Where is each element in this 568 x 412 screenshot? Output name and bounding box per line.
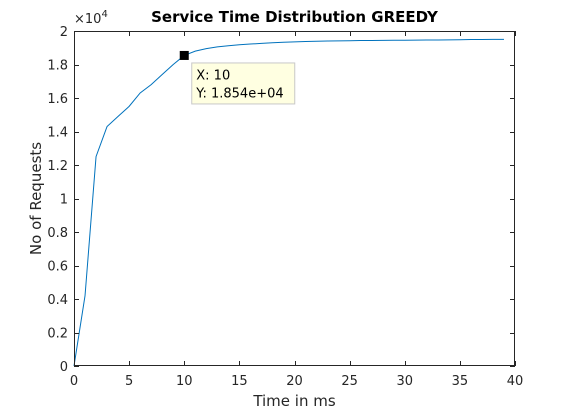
y-axis-exponent-power: 4 (101, 9, 107, 20)
chart-title: Service Time Distribution GREEDY (151, 8, 439, 26)
axes-box (74, 31, 515, 366)
y-axis: 0 0.2 0.4 0.6 0.8 1 1.2 1.4 1.6 1.8 2 (47, 25, 515, 375)
x-tick-label: 0 (70, 374, 78, 389)
x-tick-label: 5 (125, 374, 133, 389)
x-tick-label: 15 (231, 374, 248, 389)
y-tick-label: 1 (60, 193, 68, 208)
y-tick-label: 0.2 (47, 327, 68, 342)
datatip-y-text: Y: 1.854e+04 (195, 86, 283, 101)
y-axis-exponent: ×104 (74, 9, 108, 27)
y-tick-label: 0.6 (47, 260, 68, 275)
series-line[interactable] (73, 38, 504, 367)
y-tick-label: 1.8 (47, 59, 68, 74)
y-tick-label: 0.8 (47, 226, 68, 241)
y-tick-label: 0 (60, 360, 68, 375)
x-tick-label: 25 (341, 374, 358, 389)
x-tick-label: 35 (452, 374, 469, 389)
datatip[interactable]: X: 10 Y: 1.854e+04 (179, 50, 296, 105)
x-tick-label: 40 (507, 374, 524, 389)
y-tick-label: 1.6 (47, 92, 68, 107)
y-tick-label: 0.4 (47, 293, 68, 308)
y-axis-label: No of Requests (27, 142, 45, 255)
x-axis: 0 5 10 15 20 25 30 35 40 (70, 31, 523, 389)
y-axis-exponent-base: ×10 (74, 12, 101, 27)
datatip-box (191, 62, 296, 105)
x-tick-label: 10 (176, 374, 193, 389)
y-tick-label: 2 (60, 25, 68, 40)
datatip-marker[interactable] (179, 50, 189, 60)
series-layer (73, 38, 504, 367)
datatip-x-text: X: 10 (196, 68, 230, 83)
y-tick-label: 1.4 (47, 126, 68, 141)
x-tick-label: 30 (396, 374, 413, 389)
x-tick-label: 20 (286, 374, 303, 389)
y-tick-label: 1.2 (47, 159, 68, 174)
x-axis-label: Time in ms (252, 392, 336, 410)
